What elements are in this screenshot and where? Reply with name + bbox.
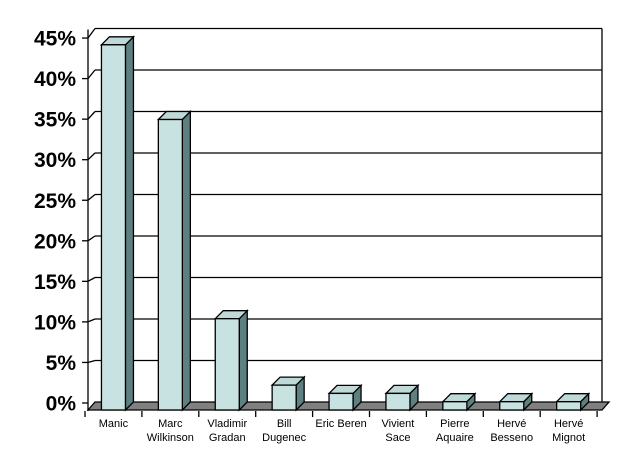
gridline-depth-connector (87, 359, 96, 364)
bar-herv-besseno (498, 392, 534, 412)
bar-front-face (214, 318, 240, 411)
gridline-depth-connector (87, 235, 96, 242)
y-axis-tick-label: 10% (34, 311, 76, 334)
x-axis-category-label: Hervé Mignot (552, 418, 585, 444)
x-axis-ticks (84, 411, 598, 417)
x-axis-category-label: Marc Wilkinson (147, 418, 194, 444)
bar-vivient-sace (384, 383, 420, 412)
bar-side-face (124, 35, 135, 412)
bar-side-face (238, 309, 248, 412)
x-axis-category-label: Eric Beren (315, 418, 366, 430)
gridline-depth-connector (87, 111, 96, 120)
y-axis-tick-label: 40% (34, 68, 76, 91)
x-axis-category-label: Manic (99, 418, 129, 430)
y-axis-tick-label: 0% (46, 393, 77, 416)
y-axis-tick-label: 20% (34, 230, 76, 253)
bar-pierre-aquaire (441, 392, 477, 412)
x-axis-category-label: Vivient Sace (382, 418, 415, 444)
y-axis-tick-label: 15% (34, 271, 76, 294)
gridline-depth-connector (87, 69, 96, 80)
gridline-depth-connector (87, 193, 96, 201)
y-axis-tick-label: 30% (34, 149, 76, 172)
bar-marc-wilkinson (156, 109, 192, 412)
y-axis-tick-label: 5% (46, 352, 77, 375)
x-axis-labels: Manic Marc Wilkinson Vladimir Gradan Bill Duge… (99, 418, 585, 444)
bar-manic (99, 35, 136, 412)
bar-front-face (328, 392, 354, 411)
bar-side-face (181, 109, 192, 412)
bar-eric-beren (327, 383, 363, 412)
bar-front-face (100, 44, 127, 411)
x-axis-category-label: Hervé Besseno (490, 418, 533, 444)
bar-front-face (271, 384, 297, 411)
bar-vladimir-gradan (213, 309, 249, 412)
gridline-depth-connector (87, 28, 96, 39)
y-axis-labels: 0% 5% 10% 15% 20% 25% 30% 35% 40% 45% (34, 28, 76, 416)
bar-herv-mignot (555, 392, 591, 412)
bar-front-face (556, 401, 582, 411)
bar-bill-dugenec (270, 375, 306, 412)
y-axis-tick-label: 35% (34, 109, 76, 132)
x-axis-category-label: Pierre Aquaire (436, 418, 474, 444)
y-axis-tick-label: 25% (34, 190, 76, 213)
gridline-depth-connector (87, 276, 96, 282)
x-axis-category-label: Vladimir Gradan (207, 418, 247, 444)
y-axis-tick-label: 45% (34, 28, 76, 51)
gridline-depth-connector (87, 318, 96, 323)
bars (99, 35, 591, 412)
x-axis-category-label: Bill Dugenec (262, 418, 307, 444)
bar-front-face (385, 392, 411, 411)
bar-front-face (442, 401, 468, 411)
y-axis-ticks (82, 37, 88, 404)
gridline-depth-connector (87, 152, 96, 161)
bar-front-face (499, 401, 525, 411)
bar-front-face (157, 118, 184, 411)
